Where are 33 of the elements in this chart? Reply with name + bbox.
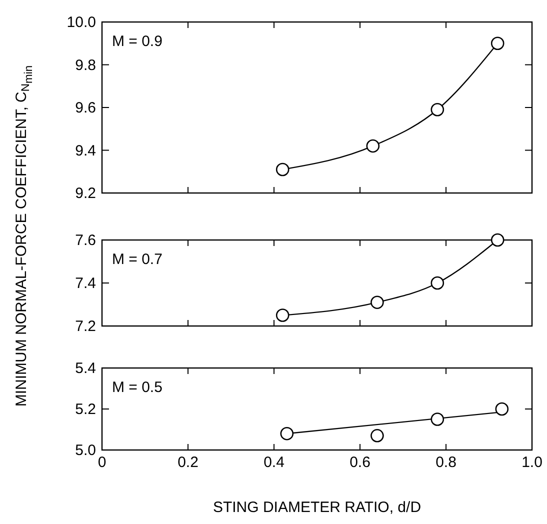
point bbox=[490, 36, 504, 50]
point bbox=[370, 429, 384, 442]
point bbox=[370, 296, 384, 309]
y-tick-label: 9.4 bbox=[75, 142, 96, 160]
x-tick-label: 0.6 bbox=[350, 454, 370, 471]
point bbox=[430, 102, 444, 116]
x-tick-label: 0.2 bbox=[178, 454, 198, 471]
y-tick-label: 9.8 bbox=[75, 56, 96, 74]
y-tick-label: 5.2 bbox=[75, 401, 96, 418]
x-tick-label: 0.8 bbox=[436, 454, 456, 471]
y-tick-label: 5.4 bbox=[75, 360, 96, 377]
point bbox=[430, 276, 444, 290]
x-tick-label: 1.0 bbox=[522, 454, 542, 471]
annotation: M = 0.7 bbox=[112, 251, 162, 268]
y-tick-label: 10.0 bbox=[66, 14, 96, 31]
point bbox=[495, 402, 509, 416]
x-axis-title: STING DIAMETER RATIO, d/D bbox=[212, 499, 422, 516]
y-tick-label: 9.2 bbox=[75, 185, 96, 202]
y-tick-label: 7.2 bbox=[75, 318, 96, 335]
x-tick-label: 0 bbox=[98, 454, 106, 471]
point bbox=[280, 426, 294, 440]
x-tick-label: 0.4 bbox=[264, 454, 284, 471]
y-tick-label: 9.6 bbox=[75, 100, 96, 116]
point bbox=[430, 412, 444, 426]
point bbox=[490, 233, 504, 247]
point bbox=[276, 308, 290, 322]
y-tick-label: 7.4 bbox=[75, 275, 96, 292]
annotation: M = 0.5 bbox=[112, 379, 162, 396]
y-tick-label: 7.6 bbox=[75, 232, 96, 249]
point bbox=[276, 162, 290, 176]
point bbox=[366, 139, 380, 153]
y-tick-label: 5.0 bbox=[75, 442, 96, 459]
annotation: M = 0.9 bbox=[112, 33, 162, 50]
